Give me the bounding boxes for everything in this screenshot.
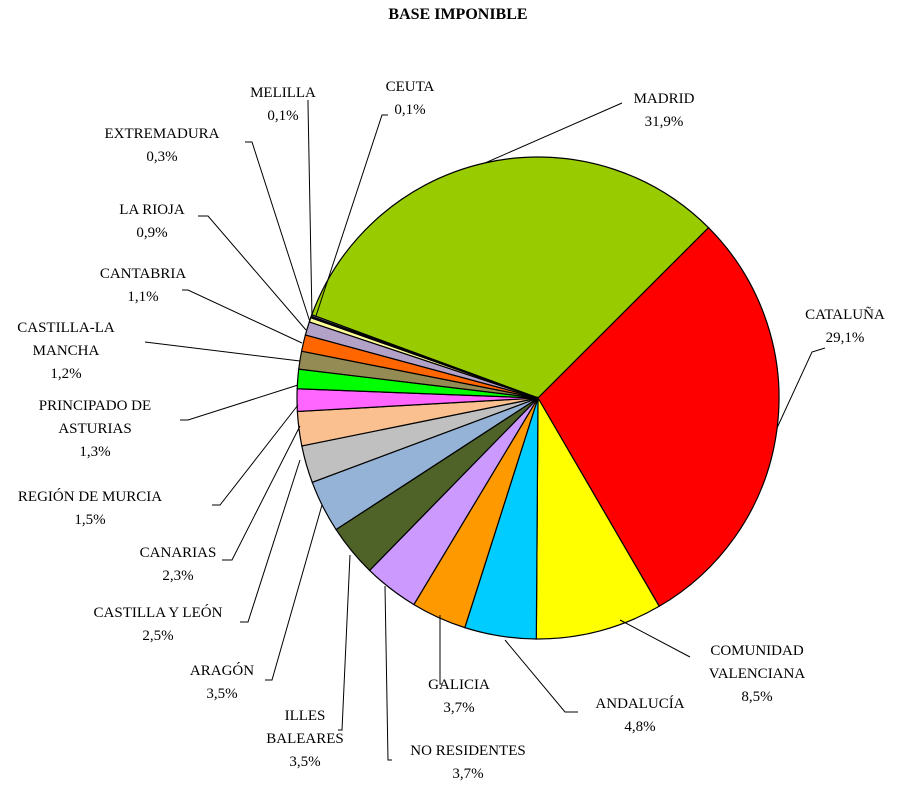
leader-line bbox=[776, 347, 826, 429]
leader-line bbox=[338, 554, 351, 731]
value-label: 31,9% bbox=[644, 114, 684, 130]
value-label: 2,5% bbox=[142, 628, 174, 644]
slice-label: PRINCIPADO DE ASTURIAS 1,3% bbox=[15, 395, 175, 464]
value-label: 1,1% bbox=[127, 289, 159, 305]
value-label: 3,5% bbox=[289, 754, 321, 770]
value-label: 2,3% bbox=[162, 568, 194, 584]
pie-slice bbox=[537, 226, 780, 608]
slice-label: CANARIAS 2,3% bbox=[128, 542, 228, 588]
category-label: PRINCIPADO DE ASTURIAS bbox=[38, 398, 152, 437]
slice-label: CANTABRIA 1,1% bbox=[83, 263, 203, 309]
leader-line bbox=[240, 459, 301, 623]
leader-line bbox=[182, 289, 303, 344]
leader-line bbox=[222, 425, 301, 561]
category-label: CANTABRIA bbox=[99, 266, 187, 282]
leader-line bbox=[384, 585, 392, 761]
slice-label: ARAGÓN 3,5% bbox=[177, 660, 267, 706]
slice-label: ANDALUCÍA 4,8% bbox=[580, 693, 700, 739]
slice-label: ILLES BALEARES 3,5% bbox=[265, 705, 345, 774]
category-label: REGIÓN DE MURCIA bbox=[17, 489, 163, 505]
value-label: 0,3% bbox=[146, 149, 178, 165]
leader-line bbox=[307, 100, 313, 319]
category-label: MADRID bbox=[633, 91, 695, 107]
value-label: 8,5% bbox=[741, 689, 773, 705]
category-label: ILLES BALEARES bbox=[266, 708, 344, 747]
slice-label: GALICIA 3,7% bbox=[414, 674, 504, 720]
category-label: CATALUÑA bbox=[805, 307, 885, 323]
leader-line bbox=[265, 504, 323, 681]
category-label: CASTILLA Y LEÓN bbox=[93, 605, 223, 621]
category-label: GALICIA bbox=[428, 677, 490, 693]
pie-slice bbox=[535, 395, 661, 640]
slice-label: EXTREMADURA 0,3% bbox=[87, 123, 237, 169]
value-label: 1,2% bbox=[50, 366, 82, 382]
value-label: 29,1% bbox=[825, 330, 865, 346]
category-label: ARAGÓN bbox=[189, 663, 255, 679]
category-label: NO RESIDENTES bbox=[410, 743, 526, 759]
category-label: CEUTA bbox=[385, 79, 435, 95]
category-label: CASTILLA-LA MANCHA bbox=[17, 320, 115, 359]
slice-label: CEUTA 0,1% bbox=[365, 76, 455, 122]
category-label: CANARIAS bbox=[139, 545, 217, 561]
slice-label: CASTILLA-LA MANCHA 1,2% bbox=[11, 317, 121, 386]
slice-label: MELILLA 0,1% bbox=[238, 82, 328, 128]
leader-line bbox=[180, 384, 299, 421]
value-label: 0,9% bbox=[136, 225, 168, 241]
slice-label: COMUNIDAD VALENCIANA 8,5% bbox=[687, 640, 827, 709]
slice-label: CASTILLA Y LEÓN 2,5% bbox=[73, 602, 243, 648]
leader-line bbox=[144, 341, 301, 362]
slice-label: REGIÓN DE MURCIA 1,5% bbox=[0, 486, 180, 532]
leader-line bbox=[504, 639, 578, 713]
slice-label: CATALUÑA 29,1% bbox=[785, 304, 905, 350]
leader-line bbox=[245, 141, 311, 323]
value-label: 3,5% bbox=[206, 686, 238, 702]
leader-line bbox=[198, 215, 307, 331]
category-label: ANDALUCÍA bbox=[595, 696, 685, 712]
value-label: 0,1% bbox=[394, 102, 426, 118]
value-label: 0,1% bbox=[267, 108, 299, 124]
leader-line bbox=[439, 615, 442, 685]
value-label: 1,3% bbox=[79, 444, 111, 460]
slice-label: MADRID 31,9% bbox=[604, 88, 724, 134]
chart-title: BASE IMPONIBLE bbox=[388, 6, 528, 23]
value-label: 4,8% bbox=[624, 719, 656, 735]
slice-label: LA RIOJA 0,9% bbox=[97, 199, 207, 245]
leader-line bbox=[619, 619, 691, 658]
value-label: 1,5% bbox=[74, 512, 106, 528]
value-label: 3,7% bbox=[443, 700, 475, 716]
slice-label: NO RESIDENTES 3,7% bbox=[368, 740, 568, 786]
leader-line bbox=[315, 114, 388, 317]
category-label: COMUNIDAD VALENCIANA bbox=[708, 643, 806, 682]
category-label: LA RIOJA bbox=[119, 202, 185, 218]
category-label: EXTREMADURA bbox=[104, 126, 220, 142]
leader-line bbox=[212, 404, 299, 506]
leader-line bbox=[484, 102, 623, 164]
value-label: 3,7% bbox=[452, 766, 484, 782]
category-label: MELILLA bbox=[250, 85, 316, 101]
